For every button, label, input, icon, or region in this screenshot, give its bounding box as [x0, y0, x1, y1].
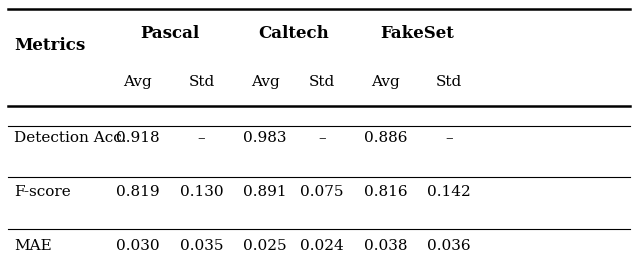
Text: Avg: Avg [371, 75, 400, 89]
Text: Avg: Avg [251, 75, 279, 89]
Text: F-score: F-score [14, 185, 71, 199]
Text: –: – [445, 131, 453, 145]
Text: 0.130: 0.130 [180, 185, 223, 199]
Text: Detection Acc.: Detection Acc. [14, 131, 126, 145]
Text: 0.030: 0.030 [116, 239, 160, 253]
Text: FakeSet: FakeSet [380, 25, 454, 42]
Text: 0.036: 0.036 [427, 239, 471, 253]
Text: –: – [198, 131, 205, 145]
Text: 0.819: 0.819 [116, 185, 160, 199]
Text: 0.035: 0.035 [180, 239, 223, 253]
Text: –: – [318, 131, 326, 145]
Text: 0.891: 0.891 [243, 185, 287, 199]
Text: 0.983: 0.983 [243, 131, 286, 145]
Text: 0.918: 0.918 [116, 131, 160, 145]
Text: Pascal: Pascal [140, 25, 199, 42]
Text: 0.075: 0.075 [300, 185, 344, 199]
Text: Std: Std [188, 75, 214, 89]
Text: 0.038: 0.038 [364, 239, 408, 253]
Text: Std: Std [309, 75, 336, 89]
Text: 0.816: 0.816 [364, 185, 408, 199]
Text: Caltech: Caltech [258, 25, 329, 42]
Text: 0.886: 0.886 [364, 131, 408, 145]
Text: Metrics: Metrics [14, 37, 85, 54]
Text: Std: Std [436, 75, 463, 89]
Text: MAE: MAE [14, 239, 52, 253]
Text: Avg: Avg [124, 75, 152, 89]
Text: 0.024: 0.024 [300, 239, 344, 253]
Text: 0.025: 0.025 [243, 239, 287, 253]
Text: 0.142: 0.142 [427, 185, 471, 199]
